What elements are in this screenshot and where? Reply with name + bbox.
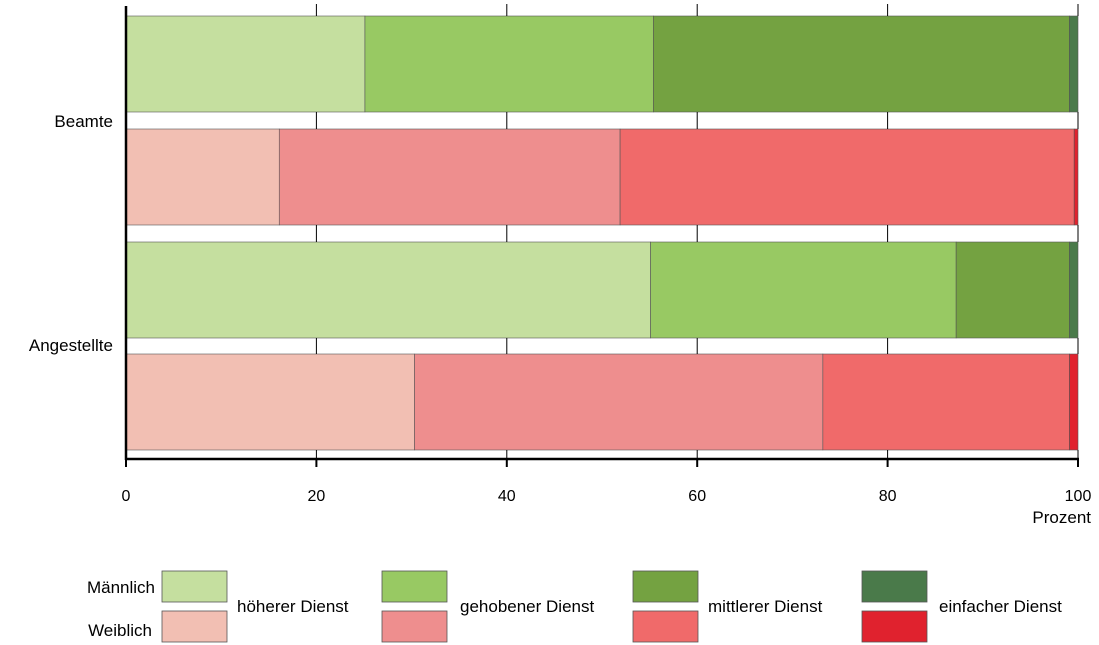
category-label: Angestellte bbox=[29, 336, 113, 355]
bar-beamte-weiblich-seg-1 bbox=[278, 128, 621, 226]
bar-angestellte-männlich-seg-3 bbox=[1069, 241, 1079, 339]
legend-label-0: höherer Dienst bbox=[237, 597, 349, 616]
legend-swatch-female-0 bbox=[161, 610, 228, 643]
x-axis-title: Prozent bbox=[1032, 508, 1091, 527]
category-label: Beamte bbox=[54, 112, 113, 131]
x-tick-label: 20 bbox=[308, 488, 326, 505]
bar-beamte-männlich-seg-0 bbox=[125, 15, 366, 113]
x-tick-label: 40 bbox=[498, 488, 516, 505]
legend-swatch-male-1 bbox=[381, 570, 448, 603]
bars-layer bbox=[125, 15, 1079, 451]
legend-label-1: gehobener Dienst bbox=[460, 597, 594, 616]
bar-angestellte-weiblich-seg-0 bbox=[125, 353, 415, 451]
legend-swatch-female-3 bbox=[861, 610, 928, 643]
bar-angestellte-weiblich-seg-1 bbox=[414, 353, 824, 451]
bar-beamte-männlich-seg-2 bbox=[653, 15, 1070, 113]
legend-gender-male: Männlich bbox=[87, 578, 155, 597]
legend-swatch-female-1 bbox=[381, 610, 448, 643]
x-tick-label: 100 bbox=[1065, 488, 1092, 505]
bar-angestellte-weiblich-seg-2 bbox=[822, 353, 1070, 451]
bar-beamte-weiblich-seg-0 bbox=[125, 128, 280, 226]
bar-beamte-männlich-seg-3 bbox=[1069, 15, 1079, 113]
x-tick-label: 0 bbox=[122, 488, 131, 505]
x-tick-label: 60 bbox=[688, 488, 706, 505]
legend-swatch-male-3 bbox=[861, 570, 928, 603]
legend-gender-female: Weiblich bbox=[88, 621, 152, 640]
legend-label-3: einfacher Dienst bbox=[939, 597, 1062, 616]
bar-angestellte-weiblich-seg-3 bbox=[1069, 353, 1079, 451]
axis-layer: Beamte Angestellte 0 20 40 60 80 100 bbox=[29, 6, 1092, 505]
bar-beamte-weiblich-seg-3 bbox=[1073, 128, 1079, 226]
bar-beamte-weiblich-seg-2 bbox=[619, 128, 1075, 226]
bar-angestellte-männlich-seg-0 bbox=[125, 241, 651, 339]
x-tick-label: 80 bbox=[879, 488, 897, 505]
bar-beamte-männlich-seg-1 bbox=[364, 15, 654, 113]
legend-swatch-female-2 bbox=[632, 610, 699, 643]
legend-swatch-male-0 bbox=[161, 570, 228, 603]
bar-angestellte-männlich-seg-1 bbox=[650, 241, 957, 339]
legend-swatch-male-2 bbox=[632, 570, 699, 603]
legend: Männlich Weiblich höherer Dienst gehobener … bbox=[87, 570, 1062, 643]
bar-angestellte-männlich-seg-2 bbox=[955, 241, 1070, 339]
legend-label-2: mittlerer Dienst bbox=[708, 597, 823, 616]
